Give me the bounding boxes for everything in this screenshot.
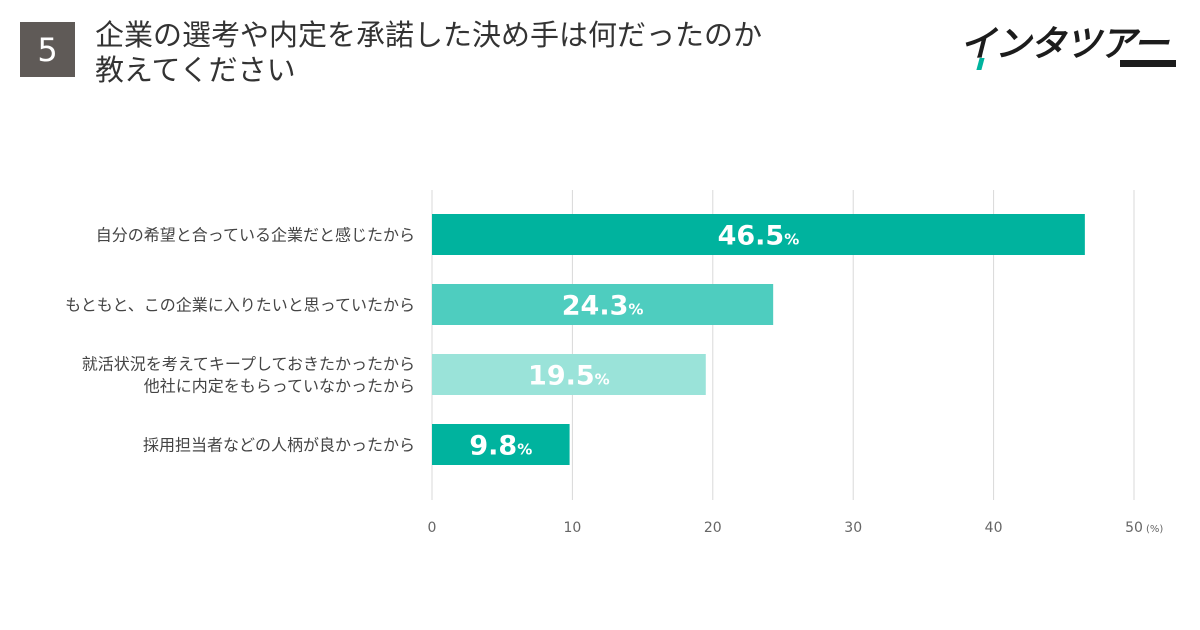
- category-label: 他社に内定をもらっていなかったから: [144, 377, 415, 396]
- category-label: もともと、この企業に入りたいと思っていたから: [65, 296, 415, 315]
- brand-logo-bar: [1120, 60, 1176, 67]
- question-title-line: 企業の選考や内定を承諾した決め手は何だったのか: [95, 18, 763, 52]
- data-label-unit: %: [517, 441, 532, 459]
- x-tick-label: 20: [704, 520, 722, 536]
- question-number-badge: 5: [20, 22, 75, 77]
- header: 5 企業の選考や内定を承諾した決め手は何だったのか 教えてください インタツアー: [0, 0, 1200, 110]
- question-title-line: 教えてください: [95, 53, 296, 87]
- bar: [432, 284, 774, 325]
- data-label-value: 24.3: [562, 291, 629, 322]
- x-tick-label: 30: [844, 520, 862, 536]
- x-tick-label: 50: [1125, 520, 1143, 536]
- category-label: 就活状況を考えてキープしておきたかったから: [82, 355, 415, 374]
- x-tick-label: 40: [985, 520, 1003, 536]
- x-unit-label: (%): [1146, 524, 1163, 535]
- data-label-unit: %: [628, 301, 643, 319]
- brand-logo: インタツアー: [960, 22, 1180, 72]
- data-label: 9.8%: [469, 431, 532, 462]
- data-label: 24.3%: [562, 291, 644, 322]
- data-label: 46.5%: [718, 221, 800, 252]
- x-tick-label: 10: [563, 520, 581, 536]
- bar: [432, 424, 570, 465]
- question-title: 企業の選考や内定を承諾した決め手は何だったのか 教えてください: [95, 18, 855, 88]
- data-label-value: 46.5: [718, 221, 785, 252]
- data-label-value: 19.5: [528, 361, 595, 392]
- x-tick-label: 0: [428, 520, 437, 536]
- bar: [432, 354, 706, 395]
- data-label: 19.5%: [528, 361, 610, 392]
- bar: [432, 214, 1085, 255]
- brand-logo-text: インタツアー: [960, 24, 1169, 65]
- category-label: 採用担当者などの人柄が良かったから: [143, 436, 415, 455]
- data-label-value: 9.8: [469, 431, 517, 462]
- category-label: 自分の希望と合っている企業だと感じたから: [96, 226, 415, 245]
- data-label-unit: %: [784, 231, 799, 249]
- data-label-unit: %: [595, 371, 610, 389]
